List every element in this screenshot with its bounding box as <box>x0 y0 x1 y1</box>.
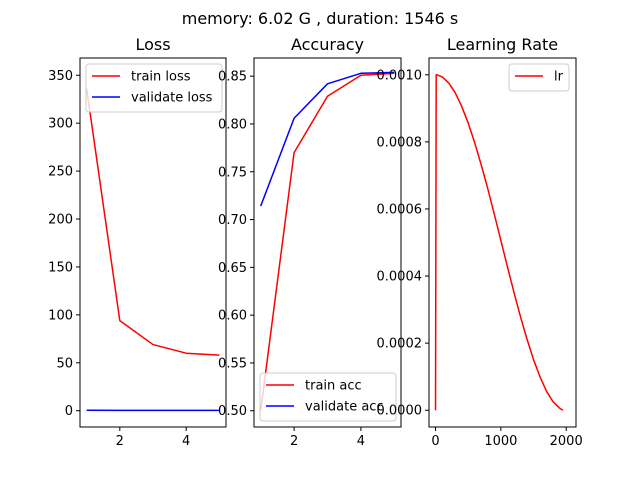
loss-legend-label: validate loss <box>131 91 213 106</box>
loss-ytick-label: 300 <box>48 117 73 132</box>
accuracy-xtick-label: 4 <box>357 434 365 449</box>
lr-legend-box <box>508 63 570 92</box>
lr-axes-frame <box>428 57 577 428</box>
loss-ytick-label: 150 <box>48 260 73 275</box>
loss-ytick-label: 50 <box>56 356 73 371</box>
accuracy-ytick-label: 0.60 <box>218 309 247 324</box>
accuracy-legend-label: train acc <box>305 379 362 394</box>
loss-ytick-label: 100 <box>48 308 73 323</box>
lr-series-lr <box>434 74 564 411</box>
accuracy-ytick-label: 0.85 <box>218 70 247 85</box>
subplots: Loss 2 4 0 50 100 150 200 250 300 350 train loss val… <box>48 35 583 449</box>
loss-ytick-label: 350 <box>48 69 73 84</box>
lr-xtick-label: 1000 <box>484 434 517 449</box>
subplot-accuracy: Accuracy 2 4 0.50 0.55 0.60 0.65 0.70 0.75 0.80 0.… <box>218 35 402 449</box>
lr-legend-label: lr <box>554 70 564 85</box>
loss-title: Loss <box>135 35 170 54</box>
accuracy-series-validate-acc <box>259 71 395 207</box>
accuracy-axes-frame <box>253 57 402 428</box>
lr-ytick-label: 0.0002 <box>377 337 423 352</box>
accuracy-series-train-acc <box>259 72 395 411</box>
loss-xtick-label: 4 <box>182 434 190 449</box>
lr-ytick-label: 0.0010 <box>377 68 423 83</box>
loss-axes-frame <box>79 57 227 428</box>
accuracy-ytick-label: 0.55 <box>218 356 247 371</box>
lr-ytick-label: 0.0008 <box>377 135 423 150</box>
loss-xtick-label: 2 <box>116 434 124 449</box>
loss-series-train-loss <box>85 88 220 356</box>
lr-xtick-label: 2000 <box>550 434 583 449</box>
subplot-loss: Loss 2 4 0 50 100 150 200 250 300 350 train loss val… <box>48 35 227 449</box>
accuracy-title: Accuracy <box>291 35 364 54</box>
lr-legend: lr <box>508 63 570 92</box>
lr-ytick-label: 0.0000 <box>377 404 423 419</box>
subplot-lr: Learning Rate 0 1000 2000 0.0000 0.0002 0.0004… <box>377 35 583 449</box>
accuracy-ytick-label: 0.65 <box>218 261 247 276</box>
lr-ytick-label: 0.0004 <box>377 270 423 285</box>
accuracy-ytick-label: 0.80 <box>218 117 247 132</box>
lr-title: Learning Rate <box>447 35 558 54</box>
loss-legend-label: train loss <box>131 70 191 85</box>
lr-xtick-label: 0 <box>431 434 439 449</box>
accuracy-ytick-label: 0.50 <box>218 404 247 419</box>
accuracy-ytick-label: 0.75 <box>218 165 247 180</box>
accuracy-legend-label: validate acc <box>305 400 384 415</box>
loss-ytick-label: 250 <box>48 165 73 180</box>
accuracy-ytick-label: 0.70 <box>218 213 247 228</box>
loss-ytick-label: 0 <box>65 404 73 419</box>
accuracy-legend: train acc validate acc <box>259 372 397 422</box>
accuracy-xtick-label: 2 <box>290 434 298 449</box>
loss-ytick-label: 200 <box>48 213 73 228</box>
figure-suptitle: memory: 6.02 G , duration: 1546 s <box>182 9 458 28</box>
loss-legend: train loss validate loss <box>85 63 223 113</box>
lr-ytick-label: 0.0006 <box>377 202 423 217</box>
